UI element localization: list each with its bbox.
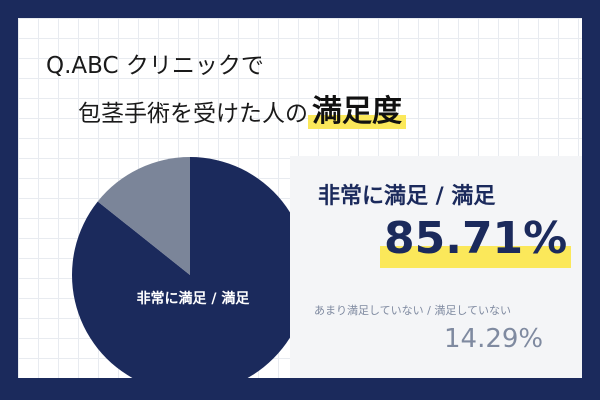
title-line-2-prefix: 包茎手術を受けた人の xyxy=(78,101,308,127)
pie-slice-label-satisfied: 非常に満足 / 満足 xyxy=(136,291,250,307)
title-line-2: 包茎手術を受けた人の 満足度 xyxy=(78,86,406,130)
title-line-1: Q.ABC クリニックで xyxy=(46,53,264,79)
pie-chart xyxy=(72,157,308,378)
unsatisfied-label: あまり満足していない / 満足していない xyxy=(314,304,512,317)
unsatisfied-percentage: 14.29% xyxy=(444,324,544,354)
pie-slice-satisfied xyxy=(72,157,308,378)
title-emphasis: 満足度 xyxy=(308,94,406,129)
infographic-card: Q.ABC クリニックで 包茎手術を受けた人の 満足度 非常に満足 / 満足 非常… xyxy=(18,18,582,378)
satisfied-percentage: 85.71% xyxy=(380,210,572,268)
satisfied-label: 非常に満足 / 満足 xyxy=(318,184,496,209)
pie-slice-unsatisfied xyxy=(97,157,190,275)
